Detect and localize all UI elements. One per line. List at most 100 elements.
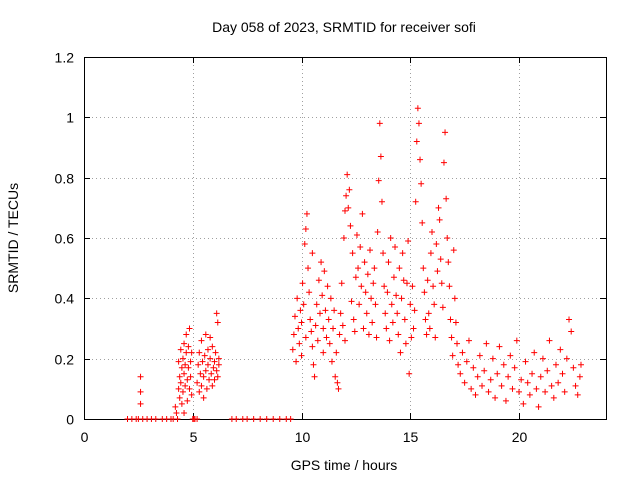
data-point [412, 198, 419, 205]
data-point [314, 337, 321, 344]
y-axis-label: SRMTID / TECUs [5, 183, 21, 293]
data-point [394, 310, 401, 317]
plot-frame [84, 57, 607, 420]
data-point [577, 361, 584, 368]
data-point [375, 177, 382, 184]
data-point [302, 225, 309, 232]
data-point [381, 283, 388, 290]
data-point [307, 316, 314, 323]
data-point [382, 310, 389, 317]
data-point [187, 358, 194, 365]
data-point [539, 355, 546, 362]
data-point [427, 250, 434, 257]
data-point [276, 416, 283, 422]
data-point [351, 328, 358, 335]
data-point [181, 340, 188, 347]
data-point [372, 301, 379, 308]
data-point [373, 334, 380, 341]
data-point [270, 416, 277, 422]
data-point [533, 385, 540, 392]
data-point [435, 204, 442, 211]
data-point [369, 319, 376, 326]
data-point [289, 346, 296, 353]
data-point [186, 385, 193, 392]
data-point [203, 385, 210, 392]
data-point [214, 319, 221, 326]
data-point [185, 364, 192, 371]
data-point [356, 301, 363, 308]
data-point [201, 352, 208, 359]
data-point [209, 382, 216, 389]
data-point [414, 105, 421, 112]
data-point [291, 313, 298, 320]
data-point [305, 265, 312, 272]
data-point [194, 379, 201, 386]
y-tick-label: 1 [66, 110, 74, 126]
data-point [496, 343, 503, 350]
data-point [502, 397, 509, 404]
y-tick-label: 1.2 [55, 50, 75, 66]
data-point [347, 222, 354, 229]
data-point [211, 358, 218, 365]
data-point [323, 334, 330, 341]
data-point [524, 379, 531, 386]
data-point [418, 180, 425, 187]
data-point [330, 325, 337, 332]
data-point [137, 400, 144, 407]
data-point [198, 337, 205, 344]
data-point [507, 352, 514, 359]
data-point [298, 352, 305, 359]
data-point [574, 391, 581, 398]
data-point [196, 349, 203, 356]
data-point [173, 409, 180, 416]
data-point [438, 280, 445, 287]
y-tick-label: 0.6 [55, 231, 75, 247]
data-point [137, 373, 144, 380]
data-point [516, 388, 522, 395]
data-point [309, 343, 316, 350]
data-point [376, 120, 383, 127]
data-point [184, 397, 191, 404]
data-point [335, 385, 342, 392]
data-point [509, 385, 516, 392]
data-point [186, 325, 193, 332]
data-point [472, 391, 479, 398]
data-point [316, 310, 323, 317]
data-point [336, 331, 343, 338]
data-point [406, 370, 413, 377]
data-point [324, 283, 331, 290]
y-tick-label: 0 [66, 412, 74, 428]
data-point [442, 129, 449, 136]
data-point [320, 349, 327, 356]
x-tick-label: 5 [190, 429, 198, 445]
data-point [318, 259, 325, 266]
data-point [301, 241, 308, 248]
data-point [546, 337, 553, 344]
data-point [529, 370, 536, 377]
data-point [326, 340, 333, 347]
data-point [175, 358, 182, 365]
data-point [349, 250, 356, 257]
data-point [342, 207, 348, 214]
data-point [465, 337, 472, 344]
data-point [343, 192, 350, 199]
data-point [392, 244, 399, 251]
data-point [448, 334, 455, 341]
data-point [206, 376, 213, 383]
data-point [410, 325, 417, 332]
data-point [188, 391, 195, 398]
data-point [526, 391, 533, 398]
data-point [450, 247, 457, 254]
data-point [211, 376, 218, 383]
data-point [443, 195, 450, 202]
data-point [215, 355, 222, 362]
data-point [179, 388, 186, 395]
data-point [360, 325, 367, 332]
data-point [481, 367, 488, 374]
data-point [137, 388, 144, 395]
data-point [198, 382, 205, 389]
y-tick-label: 0.8 [55, 171, 75, 187]
data-point [337, 310, 344, 317]
data-point [210, 364, 217, 371]
